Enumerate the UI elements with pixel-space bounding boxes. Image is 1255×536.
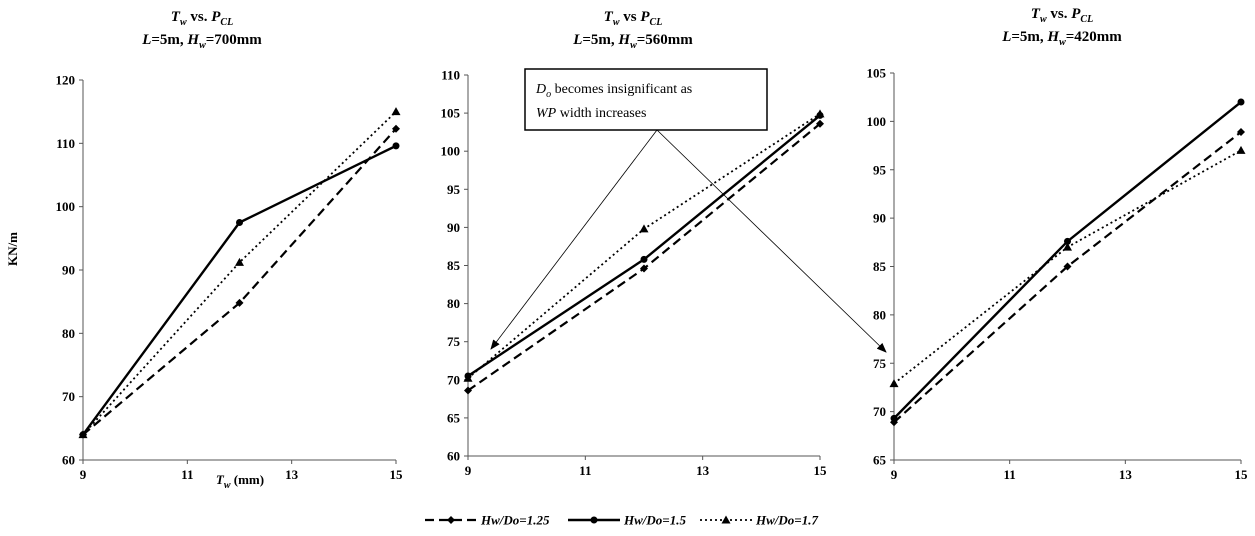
data-point xyxy=(1237,98,1245,106)
x-tick-label: 11 xyxy=(181,467,193,482)
data-point xyxy=(235,257,244,266)
series-line-1 xyxy=(82,128,397,436)
series-line-2 xyxy=(467,114,821,377)
legend: Hw/Do=1.25 Hw/Do=1.5 Hw/Do=1.7 xyxy=(425,513,818,528)
x-tick-label: 15 xyxy=(390,467,404,482)
y-tick-label: 90 xyxy=(873,211,886,226)
legend-label-1: Hw/Do=1.25 xyxy=(480,513,550,528)
y-tick-label: 60 xyxy=(62,453,75,468)
y-tick-label: 110 xyxy=(56,136,75,151)
data-point xyxy=(235,298,244,307)
data-point xyxy=(392,142,400,150)
annotation-arrow-right xyxy=(656,129,887,353)
x-tick-label: 15 xyxy=(814,463,828,478)
y-tick-label: 100 xyxy=(441,144,461,159)
x-tick-label: 13 xyxy=(1119,467,1133,482)
data-point xyxy=(464,386,472,395)
x-axis-label: Tw (mm) xyxy=(216,472,264,491)
series-line-3 xyxy=(82,111,397,436)
chart-2-plot: 60 65 70 75 80 85 90 95 100 105 110 9 11 13 15 xyxy=(441,68,828,479)
data-point xyxy=(640,255,648,263)
data-point xyxy=(78,430,88,439)
y-axis-label: KN/m xyxy=(5,232,20,266)
y-tick-label: 90 xyxy=(62,263,75,278)
y-tick-label: 70 xyxy=(873,404,886,419)
data-point xyxy=(1063,262,1072,271)
y-tick-label: 80 xyxy=(447,296,460,311)
y-tick-label: 70 xyxy=(62,389,75,404)
y-tick-label: 65 xyxy=(447,410,461,425)
y-tick-label: 65 xyxy=(873,453,887,468)
chart-3-title-line1: Tw vs. PCL xyxy=(1031,6,1093,25)
annotation-box xyxy=(524,68,768,131)
series-line-3 xyxy=(467,113,821,379)
y-tick-label: 100 xyxy=(56,199,76,214)
data-point xyxy=(463,373,473,382)
chart-3-title-line2: L=5m, Hw=420mm xyxy=(1001,29,1122,48)
y-tick-label: 80 xyxy=(62,326,75,341)
legend-label-2: Hw/Do=1.5 xyxy=(623,513,686,528)
data-point xyxy=(391,107,401,116)
y-tick-label: 95 xyxy=(447,182,461,197)
annotation-line2: WP width increases xyxy=(536,106,646,121)
data-point xyxy=(816,119,824,128)
x-tick-label: 11 xyxy=(579,463,591,478)
x-tick-label: 9 xyxy=(465,463,472,478)
series-line-1 xyxy=(893,131,1242,424)
data-point xyxy=(392,124,400,133)
legend-label-3: Hw/Do=1.7 xyxy=(755,513,818,528)
y-tick-label: 85 xyxy=(873,259,887,274)
y-tick-label: 75 xyxy=(873,356,887,371)
data-point xyxy=(889,379,899,388)
legend-marker xyxy=(447,516,455,524)
x-tick-label: 9 xyxy=(891,467,898,482)
y-tick-label: 75 xyxy=(447,334,461,349)
annotation: Do becomes insignificant as WP width inc… xyxy=(490,68,887,353)
data-point xyxy=(640,264,648,273)
y-tick-label: 90 xyxy=(447,220,460,235)
series-line-2 xyxy=(893,101,1242,420)
chart-2-title-line2: L=5m, Hw=560mm xyxy=(572,32,693,51)
chart-2-title-line1: Tw vs PCL xyxy=(604,9,663,28)
x-tick-label: 13 xyxy=(285,467,299,482)
data-point xyxy=(890,414,898,422)
y-tick-label: 95 xyxy=(873,162,887,177)
y-tick-label: 105 xyxy=(867,66,887,81)
x-tick-label: 9 xyxy=(80,467,87,482)
data-point xyxy=(815,109,825,118)
series-line-2 xyxy=(82,144,397,436)
y-tick-label: 110 xyxy=(441,68,460,83)
y-tick-label: 80 xyxy=(873,307,886,322)
data-point xyxy=(639,224,649,233)
chart-1-title-line1: Tw vs. PCL xyxy=(171,9,233,28)
legend-marker xyxy=(721,515,731,524)
chart-3-plot: 65 70 75 80 85 90 95 100 105 9 11 13 15 xyxy=(867,66,1249,483)
y-tick-label: 60 xyxy=(447,449,460,464)
data-point xyxy=(1063,242,1072,251)
legend-marker xyxy=(590,516,598,524)
data-point xyxy=(1236,145,1246,154)
chart-1-title-line2: L=5m, Hw=700mm xyxy=(141,32,262,51)
y-tick-label: 105 xyxy=(441,106,461,121)
y-tick-label: 120 xyxy=(56,73,76,88)
x-tick-label: 13 xyxy=(696,463,710,478)
y-tick-label: 100 xyxy=(867,114,887,129)
y-tick-label: 85 xyxy=(447,258,461,273)
chart-1-plot: 60 70 80 90 100 110 120 9 11 13 15 xyxy=(56,73,404,483)
data-point xyxy=(236,219,243,226)
annotation-arrow-left xyxy=(490,129,658,350)
data-point xyxy=(1064,237,1071,245)
x-tick-label: 15 xyxy=(1235,467,1249,482)
data-point xyxy=(1237,128,1245,137)
x-tick-label: 11 xyxy=(1004,467,1016,482)
y-tick-label: 70 xyxy=(447,372,460,387)
annotation-line1: Do becomes insignificant as xyxy=(535,82,692,100)
